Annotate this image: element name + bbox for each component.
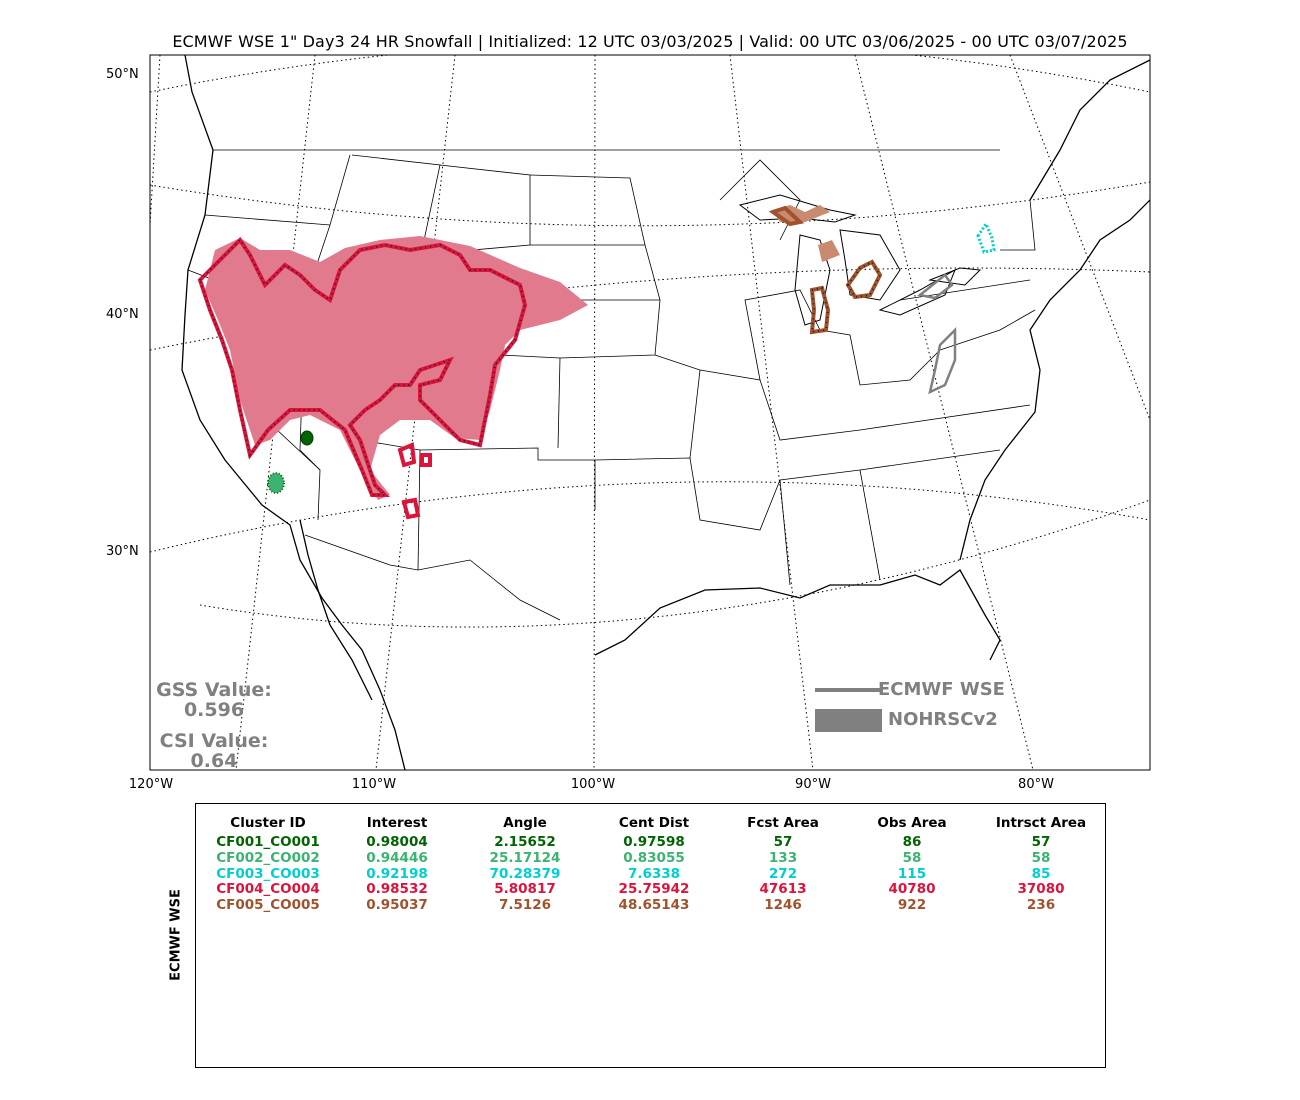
table-header-angle: Angle (503, 815, 547, 831)
table-cell-cluster-id: CF001_CO001 (216, 834, 320, 850)
forecast-contour-cf004 (197, 236, 528, 497)
gss-label: GSS Value: (156, 679, 272, 701)
forecast-contour-cf004-ne (397, 442, 417, 468)
table-cell-intrsct-area: 85 (1031, 865, 1051, 882)
observed-area-cf005 (772, 205, 840, 262)
cluster-table (195, 803, 1106, 1068)
legend-forecast-label: ECMWF WSE (878, 679, 1005, 700)
table-cell-intrsct-area: 37080 (1017, 881, 1065, 898)
table-cell-cluster-id: CF004_CO004 (216, 881, 320, 898)
table-cell-angle: 7.5126 (498, 897, 552, 914)
table-cell-interest: 0.92198 (366, 865, 428, 882)
table-cell-intrsct-area: 236 (1026, 897, 1056, 914)
table-cell-angle: 2.15652 (494, 834, 556, 850)
table-cell-intrsct-area: 57 (1031, 834, 1051, 850)
lat-label-40: 40°N (106, 307, 139, 322)
forecast-gray-contours (917, 273, 957, 395)
lon-label-80: 80°W (1018, 777, 1054, 792)
coastlines (181, 55, 1150, 770)
table-cell-obs-area: 115 (897, 865, 927, 882)
table-cell-interest: 0.98532 (366, 881, 428, 898)
cluster-cf001 (300, 430, 314, 446)
lat-label-50: 50°N (106, 67, 139, 82)
table-cell-fcst-area: 1246 (764, 897, 802, 914)
table-header-obs-area: Obs Area (877, 815, 947, 831)
csi-label: CSI Value: (159, 730, 269, 752)
table-cell-fcst-area: 47613 (759, 881, 807, 898)
table-cell-cent-dist: 7.6338 (627, 865, 681, 882)
table-cell-angle: 25.17124 (489, 849, 561, 866)
table-cell-obs-area: 86 (902, 834, 922, 850)
table-cell-interest: 0.94446 (366, 849, 428, 866)
table-cell-cent-dist: 48.65143 (618, 897, 690, 914)
table-side-label: ECMWF WSE (168, 889, 184, 981)
table-cell-obs-area: 40780 (888, 881, 936, 898)
table-cell-obs-area: 922 (897, 897, 927, 914)
table-cell-interest: 0.98004 (366, 834, 428, 850)
table-cell-interest: 0.95037 (366, 897, 428, 914)
table-cell-fcst-area: 57 (773, 834, 793, 850)
table-cell-cluster-id: CF003_CO003 (216, 865, 320, 882)
observed-area-cf004 (205, 236, 588, 500)
forecast-contour-cf005 (768, 205, 883, 335)
table-cell-cluster-id: CF002_CO002 (216, 849, 320, 866)
table-header-cent-dist: Cent Dist (618, 815, 690, 831)
table-header-cluster-id: Cluster ID (230, 815, 306, 831)
cluster-cf003 (976, 220, 996, 254)
table-cell-cluster-id: CF005_CO005 (216, 897, 320, 914)
lon-label-90: 90°W (795, 777, 831, 792)
table-cell-cent-dist: 25.75942 (618, 881, 690, 898)
lon-label-110: 110°W (351, 777, 397, 792)
table-header-interest: Interest (366, 815, 428, 831)
table-header-fcst-area: Fcst Area (747, 815, 819, 831)
table-cell-fcst-area: 133 (768, 849, 798, 866)
graticule (150, 55, 1150, 770)
map-title: ECMWF WSE 1" Day3 24 HR Snowfall | Initi… (172, 32, 1128, 51)
table-cell-cent-dist: 0.83055 (623, 849, 685, 866)
table-cell-cent-dist: 0.97598 (623, 834, 685, 850)
csi-value: 0.64 (190, 750, 238, 772)
map-frame (149, 54, 1151, 771)
table-cell-angle: 5.80817 (494, 881, 556, 898)
table-cell-intrsct-area: 58 (1031, 849, 1051, 866)
legend-fill-swatch (815, 709, 882, 732)
snowfall-map (149, 54, 1151, 771)
gss-value: 0.596 (183, 699, 245, 721)
lon-label-120: 120°W (128, 777, 174, 792)
cluster-cf002 (267, 472, 285, 494)
lat-label-30: 30°N (106, 544, 139, 559)
table-cell-obs-area: 58 (902, 849, 922, 866)
table-cell-fcst-area: 272 (768, 865, 798, 882)
forecast-contour-cf004-pt (420, 453, 432, 467)
table-cell-angle: 70.28379 (489, 865, 561, 882)
csi-stat: CSI Value: 0.64 (150, 731, 278, 771)
forecast-contour-cf004-sw (401, 497, 421, 520)
table-header-intrsct-area: Intrsct Area (995, 815, 1087, 831)
lon-label-100: 100°W (570, 777, 616, 792)
legend-observed-label: NOHRSCv2 (888, 709, 998, 730)
gss-stat: GSS Value: 0.596 (150, 680, 278, 720)
